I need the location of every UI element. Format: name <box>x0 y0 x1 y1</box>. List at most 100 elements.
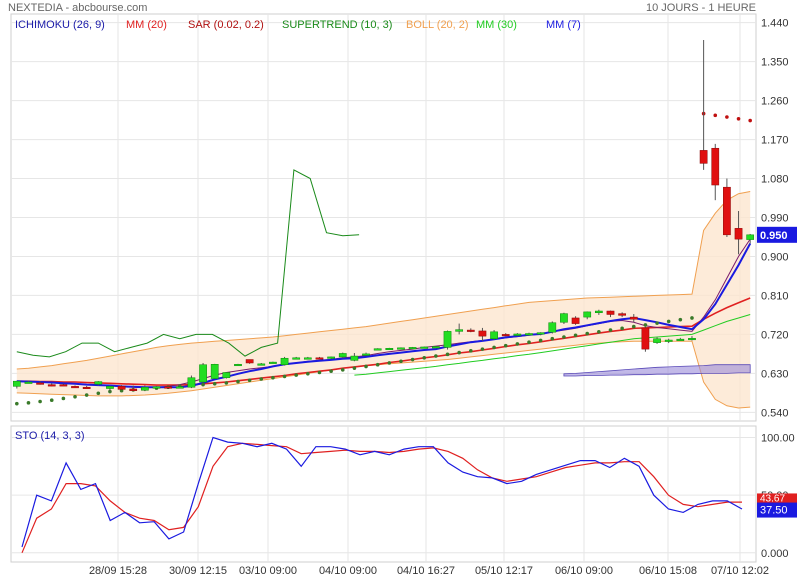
candle-body <box>688 338 696 341</box>
legend-entry: MM (7) <box>546 19 581 31</box>
sar-dot <box>678 317 683 322</box>
candle-body <box>513 333 522 336</box>
candle-body <box>71 386 79 389</box>
sar-dot <box>38 399 42 404</box>
price-y-tick-label: 0.990 <box>761 213 789 225</box>
candle-body <box>478 330 487 337</box>
x-tick-label: 06/10 09:00 <box>555 565 613 577</box>
candle-body <box>560 313 568 323</box>
sto-k-badge <box>757 502 797 518</box>
candle-body <box>292 357 301 360</box>
sar-dot <box>620 326 624 331</box>
candle-body <box>699 150 708 164</box>
legend-entry: ICHIMOKU (26, 9) <box>15 19 105 31</box>
sar-dot <box>631 324 636 329</box>
candle-body <box>443 331 452 348</box>
sto-d-line <box>21 442 742 554</box>
candle-body <box>141 386 149 391</box>
candle-body <box>187 377 196 388</box>
candle-body <box>466 329 475 332</box>
candle-body <box>269 361 277 364</box>
legend-entry: MM (20) <box>126 19 167 31</box>
sar-dot <box>317 370 322 375</box>
candle-body <box>222 372 231 378</box>
x-tick-label: 30/09 12:15 <box>169 565 227 577</box>
candle-body <box>350 355 359 361</box>
candle-body <box>420 346 429 349</box>
ichimoku-cloud <box>563 364 751 377</box>
bollinger-band-area <box>16 191 751 408</box>
candle-body <box>59 384 68 387</box>
sar-dot <box>434 354 438 358</box>
price-y-tick-label: 1.170 <box>761 135 789 147</box>
sto-y-tick-label: 0.000 <box>761 548 789 560</box>
sto-d-badge <box>757 493 797 504</box>
sar-dot <box>15 401 19 406</box>
candle-body <box>362 353 370 356</box>
sar-dot <box>585 331 590 336</box>
sto-y-tick-label: 100.00 <box>761 433 795 445</box>
sar-dot <box>608 328 613 332</box>
candle-body <box>94 381 103 385</box>
x-tick-label: 05/10 12:17 <box>475 565 533 577</box>
candle-body <box>594 310 603 314</box>
candle-body <box>327 356 335 359</box>
x-tick-label: 06/10 15:08 <box>639 565 697 577</box>
sar-dot <box>96 391 101 396</box>
sar-dot <box>73 394 77 399</box>
sar-dot <box>329 369 333 374</box>
sto-k-value: 37.50 <box>760 505 788 517</box>
x-tick-label: 07/10 12:02 <box>711 565 769 577</box>
sar-dot <box>422 355 427 360</box>
candle-body <box>385 348 394 351</box>
sar-dot <box>736 116 741 121</box>
candle-body <box>408 347 417 350</box>
ma7-line <box>16 243 752 389</box>
sar-dot <box>364 364 368 369</box>
sar-dot <box>725 115 729 119</box>
candle-body <box>315 357 324 360</box>
candle-body <box>664 339 673 342</box>
chart-timeframe: 10 JOURS - 1 HEURE <box>645 2 756 14</box>
sar-dot <box>399 359 403 364</box>
last-price-badge <box>757 226 797 243</box>
price-y-tick-label: 1.260 <box>761 96 789 108</box>
candle-body <box>711 147 720 186</box>
candle-body <box>164 386 173 389</box>
sar-dot <box>492 345 496 350</box>
sar-dot <box>306 372 310 376</box>
candle-body <box>257 363 266 366</box>
legend-entry: SUPERTREND (10, 3) <box>282 19 392 31</box>
sar-dot <box>515 342 520 346</box>
sto-title: STO (14, 3, 3) <box>15 430 85 442</box>
candle-body <box>24 381 33 384</box>
candle-body <box>397 347 405 350</box>
candle-body <box>746 234 755 240</box>
candle-body <box>303 357 312 360</box>
candle-body <box>12 380 21 387</box>
candle-body <box>723 186 731 236</box>
candle-body <box>117 386 126 390</box>
price-y-tick-label: 1.080 <box>761 174 789 186</box>
candle-body <box>641 327 650 350</box>
last-price-label: 0.950 <box>760 230 788 242</box>
sar-dot <box>538 338 543 343</box>
x-tick-label: 03/10 09:00 <box>239 565 297 577</box>
candle-body <box>36 382 44 385</box>
sar-dot <box>527 340 531 344</box>
sar-dot <box>666 319 671 324</box>
candle-body <box>571 317 580 324</box>
candle-body <box>653 338 661 343</box>
candle-body <box>432 346 440 349</box>
sar-dot <box>294 373 298 377</box>
sar-dot <box>690 316 694 320</box>
sar-dot <box>247 378 252 383</box>
candle-body <box>676 338 685 341</box>
price-y-tick-label: 1.350 <box>761 57 789 69</box>
sto-k-line <box>21 436 743 548</box>
x-tick-label: 04/10 09:00 <box>319 565 377 577</box>
sar-dot <box>26 401 31 405</box>
candle-body <box>338 353 347 358</box>
